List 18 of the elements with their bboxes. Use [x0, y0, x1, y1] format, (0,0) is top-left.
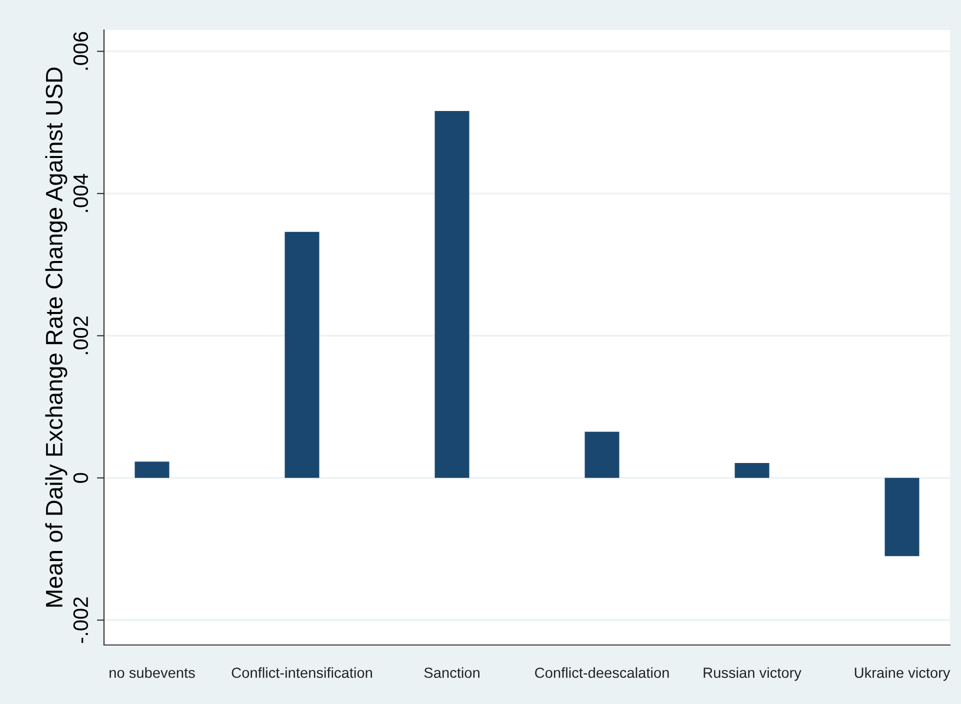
- bar: [134, 462, 170, 478]
- x-tick-label: no subevents: [110, 667, 195, 678]
- bar: [284, 232, 320, 478]
- x-tick-label: Ukraine victory: [854, 667, 950, 681]
- y-tick-label: .006: [73, 32, 88, 70]
- x-tick-label: Russian victory: [704, 667, 802, 681]
- x-tick-label: Sanction: [424, 667, 480, 678]
- bar: [884, 478, 920, 556]
- bar: [584, 432, 620, 478]
- x-tick-label: Conflict-deescalation: [535, 667, 669, 678]
- y-tick-label: 0: [73, 472, 88, 483]
- y-tick-label: .004: [73, 174, 88, 212]
- y-tick-label: .002: [73, 316, 88, 354]
- bar: [734, 462, 770, 478]
- bar: [434, 111, 470, 478]
- x-tick-label: Conflict-intensification: [232, 667, 372, 678]
- y-tick-label: -.002: [73, 597, 88, 643]
- y-axis-title: Mean of Daily Exchange Rate Change Against USD: [45, 68, 68, 607]
